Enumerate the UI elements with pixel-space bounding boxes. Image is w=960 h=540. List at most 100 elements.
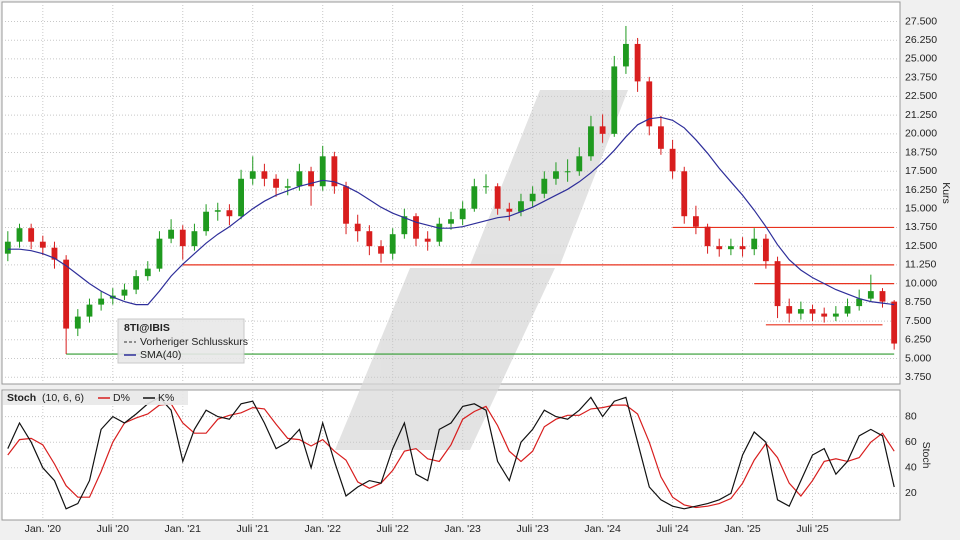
candle-body <box>4 241 11 254</box>
candle-body <box>273 178 279 188</box>
candle-body <box>541 178 548 194</box>
y-tick-label: 16.250 <box>905 184 937 196</box>
y-tick-label: 10.000 <box>905 277 937 289</box>
x-tick-label: Juli '20 <box>97 523 130 535</box>
candle-body <box>623 43 629 67</box>
y-tick-label: 17.500 <box>905 165 937 177</box>
y-tick-label: 23.750 <box>905 71 937 83</box>
series-line <box>7 403 895 509</box>
y-tick-label: 80 <box>905 410 917 422</box>
candle-body <box>144 268 151 277</box>
y-axis-title: Stoch <box>920 442 932 469</box>
x-tick-label: Juli '21 <box>237 523 270 535</box>
candle-body <box>553 171 559 179</box>
legend-label: Vorheriger Schlusskurs <box>140 336 248 348</box>
candle-body <box>459 208 466 220</box>
candle-body <box>448 219 454 224</box>
y-tick-label: 40 <box>905 462 917 474</box>
candle-body <box>576 156 583 172</box>
candle-body <box>238 178 244 217</box>
y-tick-label: 25.000 <box>905 53 937 65</box>
candle-body <box>133 276 140 290</box>
candle-body <box>424 238 431 242</box>
candle-body <box>588 126 594 157</box>
candle-body <box>727 246 734 250</box>
candle-body <box>564 171 571 173</box>
y-axis-title: Kurs <box>940 182 952 204</box>
candle-body <box>284 186 291 188</box>
candle-body <box>308 171 314 187</box>
candle-body <box>669 148 676 172</box>
y-tick-label: 7.500 <box>905 315 931 327</box>
candle-body <box>646 81 653 127</box>
candle-body <box>226 210 233 217</box>
legend-label: D% <box>113 392 130 404</box>
y-tick-label: 26.250 <box>905 34 937 46</box>
stoch-legend-box <box>3 391 188 405</box>
candle-body <box>366 231 373 247</box>
series-line <box>7 116 895 306</box>
x-tick-label: Jan. '20 <box>25 523 62 535</box>
legend-box <box>117 318 245 364</box>
candle-body <box>751 238 758 250</box>
candle-body <box>389 234 396 254</box>
y-tick-label: 18.750 <box>905 146 937 158</box>
candle-body <box>331 156 338 187</box>
stoch-params: (10, 6, 6) <box>42 392 84 404</box>
candle-body <box>39 241 46 248</box>
candle-body <box>658 126 664 149</box>
candle-body <box>51 247 58 260</box>
candle-body <box>529 193 536 202</box>
legend-label: K% <box>158 392 174 404</box>
legend-label: SMA(40) <box>140 349 181 361</box>
y-tick-label: 20.000 <box>905 128 937 140</box>
y-tick-label: 27.500 <box>905 15 937 27</box>
candle-body <box>681 171 688 217</box>
candle-body <box>354 223 361 232</box>
candle-body <box>716 246 723 250</box>
marks <box>4 25 898 510</box>
candle-body <box>856 298 863 307</box>
candle-body <box>261 171 268 179</box>
stoch-title: Stoch <box>7 392 36 404</box>
candle-body <box>832 313 839 317</box>
y-tick-label: 8.750 <box>905 296 931 308</box>
candle-body <box>16 228 23 242</box>
legend: 8TI@IBIS Vorheriger Schlusskurs SMA(40) <box>117 318 248 364</box>
x-tick-label: Jan. '22 <box>304 523 341 535</box>
candle-body <box>692 216 699 227</box>
candle-body <box>611 66 618 134</box>
candle-body <box>786 306 793 314</box>
candle-body <box>413 216 419 239</box>
candle-body <box>506 208 513 212</box>
y-tick-label: 3.750 <box>905 371 931 383</box>
candle-body <box>867 291 874 299</box>
candle-body <box>214 210 221 212</box>
candle-body <box>809 309 816 314</box>
x-tick-label: Jan. '23 <box>444 523 481 535</box>
candle-body <box>494 186 501 209</box>
candle-body <box>319 156 326 187</box>
candle-body <box>704 226 711 247</box>
candle-body <box>249 171 256 179</box>
candle-body <box>98 298 105 305</box>
candle-body <box>483 186 489 188</box>
candle-body <box>28 228 35 242</box>
candle-body <box>844 306 851 314</box>
candle-body <box>63 259 70 329</box>
legend-title: 8TI@IBIS <box>124 322 170 334</box>
candle-body <box>797 309 804 314</box>
candle-body <box>471 186 478 209</box>
y-tick-label: 20 <box>905 487 917 499</box>
candle-body <box>179 229 186 247</box>
candle-body <box>296 171 303 187</box>
candle-body <box>343 186 349 224</box>
candle-body <box>739 246 746 250</box>
candle-body <box>891 301 898 344</box>
y-tick-label: 12.500 <box>905 240 937 252</box>
y-tick-label: 60 <box>905 436 917 448</box>
candle-body <box>879 291 886 302</box>
candle-body <box>821 313 828 317</box>
